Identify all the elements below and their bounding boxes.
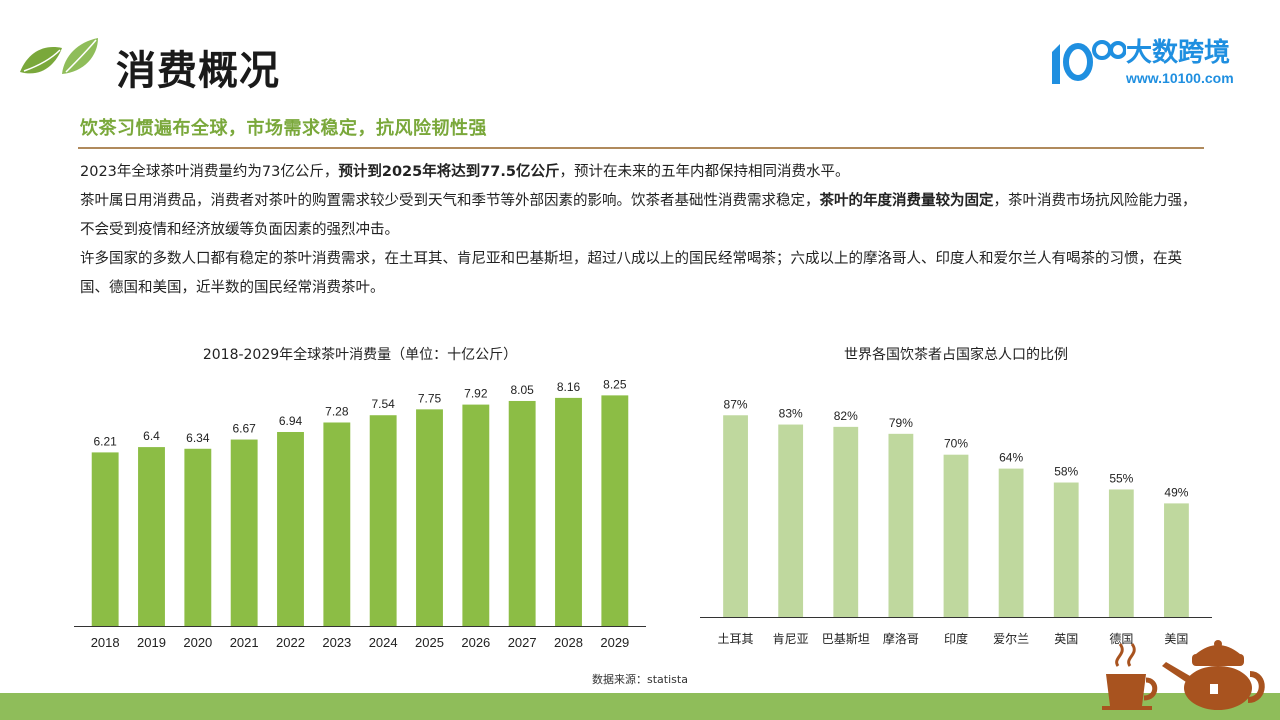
share-bar-6 (1053, 482, 1079, 617)
consumption-value-label-10: 8.16 (557, 380, 581, 394)
share-bar-0 (723, 415, 748, 617)
teapot-icon (1102, 640, 1265, 710)
consumption-value-label-2: 6.34 (186, 431, 210, 445)
consumption-category-label-4: 2022 (276, 635, 305, 650)
consumption-category-label-6: 2024 (369, 635, 398, 650)
consumption-category-label-1: 2019 (137, 635, 166, 650)
consumption-value-label-9: 8.05 (510, 383, 534, 397)
paragraph-2-segment-1: 茶叶属日用消费品，消费者对茶叶的购置需求较少受到天气和季节等外部因素的影响。饮茶… (80, 193, 820, 209)
consumption-bar-7 (416, 409, 443, 626)
consumption-category-label-8: 2026 (461, 635, 490, 650)
consumption-bar-8 (462, 404, 490, 626)
share-bar-8 (1164, 503, 1189, 617)
consumption-value-label-5: 7.28 (325, 404, 349, 418)
consumption-value-label-8: 7.92 (464, 387, 488, 401)
share-chart-title: 世界各国饮茶者占国家总人口的比例 (844, 347, 1068, 363)
consumption-bar-10 (555, 397, 582, 626)
paragraph-1-segment-3: ，预计在未来的五年内都保持相同消费水平。 (559, 164, 850, 180)
share-value-label-0: 87% (724, 397, 748, 411)
consumption-value-label-7: 7.75 (418, 391, 442, 405)
share-category-label-4: 印度 (944, 631, 968, 646)
brand-name: 大数跨境 (1126, 38, 1231, 68)
brand-logo: 大数跨境 www.10100.com (1046, 30, 1256, 92)
consumption-category-label-0: 2018 (91, 635, 120, 650)
share-value-label-5: 64% (999, 451, 1023, 465)
brand-url: www.10100.com (1126, 70, 1234, 86)
consumption-bar-9 (508, 400, 536, 626)
consumption-bar-2 (184, 448, 212, 626)
consumption-category-label-3: 2021 (230, 635, 259, 650)
consumption-bar-chart: 6.21 2018 6.4 2019 6.34 2020 6.67 2021 6.94 2022 7… (74, 377, 646, 650)
share-bar-1 (778, 424, 804, 617)
bottom-band (0, 693, 1280, 720)
consumption-bar-5 (323, 422, 351, 626)
share-category-label-1: 肯尼亚 (773, 632, 809, 646)
consumption-category-label-7: 2025 (415, 635, 444, 650)
consumption-bar-1 (138, 447, 165, 626)
share-bar-5 (998, 468, 1024, 617)
tea-drinker-share-bar-chart: 87% 土耳其 83% 肯尼亚 82% 巴基斯坦 79% 摩洛哥 70% 印度 64% 爱尔兰 58% 英… (700, 397, 1212, 646)
consumption-bar-0 (91, 452, 119, 626)
paragraph-2-segment-3: ，茶叶消费市场抗风险能力强，不会受到疫情和经济放缓等负面因素的强烈冲击。 (80, 193, 1197, 238)
divider (78, 147, 1204, 149)
share-bar-3 (888, 433, 914, 617)
share-value-label-6: 58% (1054, 465, 1078, 479)
consumption-category-label-11: 2029 (600, 635, 629, 650)
page-title: 消费概况 (116, 48, 280, 94)
share-value-label-1: 83% (779, 407, 803, 421)
section-subtitle: 饮茶习惯遍布全球，市场需求稳定，抗风险韧性强 (80, 118, 487, 139)
paragraph-3: 许多国家的多数人口都有稳定的茶叶消费需求，在土耳其、肯尼亚和巴基斯坦，超过八成以… (80, 245, 1202, 303)
paragraph-1-segment-1: 2023年全球茶叶消费量约为73亿公斤， (80, 164, 339, 180)
consumption-bar-11 (601, 395, 629, 626)
consumption-value-label-11: 8.25 (603, 377, 627, 391)
consumption-bar-6 (369, 415, 397, 626)
share-category-label-6: 英国 (1054, 632, 1078, 646)
share-category-label-2: 巴基斯坦 (822, 632, 870, 646)
consumption-category-label-5: 2023 (322, 635, 351, 650)
share-category-label-8: 美国 (1164, 632, 1188, 646)
consumption-bar-4 (277, 431, 304, 626)
share-value-label-2: 82% (834, 409, 858, 423)
share-value-label-7: 55% (1109, 471, 1133, 485)
consumption-chart-title: 2018-2029年全球茶叶消费量（单位：十亿公斤） (202, 347, 518, 363)
consumption-category-label-10: 2028 (554, 635, 583, 650)
paragraph-3-segment-1: 许多国家的多数人口都有稳定的茶叶消费需求，在土耳其、肯尼亚和巴基斯坦，超过八成以… (80, 251, 1182, 296)
share-category-label-0: 土耳其 (718, 632, 754, 646)
consumption-value-label-1: 6.4 (143, 429, 160, 443)
consumption-value-label-6: 7.54 (371, 397, 395, 411)
share-category-label-7: 德国 (1109, 631, 1133, 646)
share-bar-4 (943, 454, 969, 617)
paragraph-1: 2023年全球茶叶消费量约为73亿公斤，预计到2025年将达到77.5亿公斤，预… (80, 158, 1202, 187)
leaf-icon (20, 38, 98, 74)
share-category-label-5: 爱尔兰 (993, 631, 1029, 646)
share-bar-2 (833, 426, 859, 617)
consumption-value-label-0: 6.21 (93, 434, 117, 448)
share-category-label-3: 摩洛哥 (883, 631, 919, 646)
brand-logo-icon (1052, 40, 1126, 84)
share-value-label-8: 49% (1164, 485, 1188, 499)
consumption-value-label-3: 6.67 (232, 422, 256, 436)
consumption-category-label-9: 2027 (508, 635, 537, 650)
paragraph-2: 茶叶属日用消费品，消费者对茶叶的购置需求较少受到天气和季节等外部因素的影响。饮茶… (80, 187, 1202, 245)
body-text: 2023年全球茶叶消费量约为73亿公斤，预计到2025年将达到77.5亿公斤，预… (80, 158, 1202, 303)
data-source: 数据来源：statista (592, 673, 688, 686)
consumption-category-label-2: 2020 (183, 635, 212, 650)
consumption-bar-3 (230, 439, 258, 626)
consumption-value-label-4: 6.94 (279, 414, 303, 428)
paragraph-2-highlight: 茶叶的年度消费量较为固定 (819, 193, 994, 209)
paragraph-1-highlight: 预计到2025年将达到77.5亿公斤 (338, 164, 560, 180)
share-value-label-3: 79% (889, 416, 913, 430)
share-bar-7 (1108, 489, 1134, 617)
share-value-label-4: 70% (944, 437, 968, 451)
